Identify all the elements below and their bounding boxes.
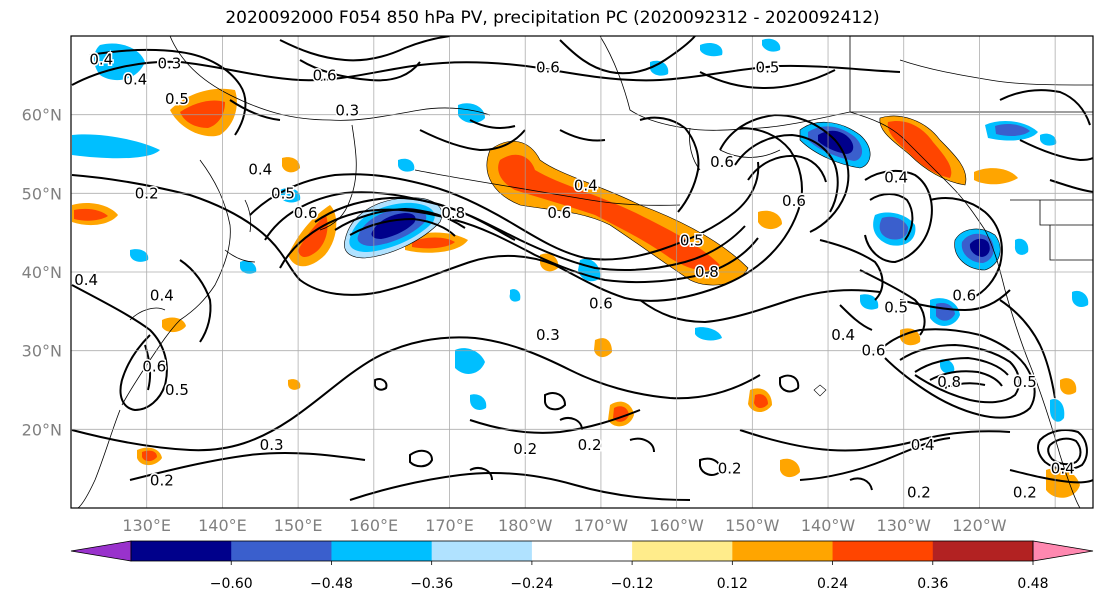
colorbar-segment — [632, 541, 733, 561]
colorbar-tick-label: −0.60 — [210, 576, 253, 592]
map-frame — [70, 35, 1094, 509]
contour-label: 0.6 — [862, 342, 886, 360]
pv-contours — [71, 36, 1093, 501]
colorbar-tick-label: −0.48 — [310, 576, 353, 592]
contour-label: 0.6 — [782, 192, 806, 210]
lat-label: 50°N — [22, 184, 62, 203]
contour-label: 0.6 — [142, 357, 166, 375]
contour-label: 0.5 — [1013, 373, 1037, 391]
contour-label: 0.4 — [1051, 460, 1075, 478]
contour-label: 0.3 — [335, 102, 359, 120]
contour-label: 0.8 — [937, 373, 961, 391]
lat-label: 40°N — [22, 263, 62, 282]
contour-label: 0.6 — [589, 294, 613, 312]
lon-label: 120°W — [952, 516, 1007, 535]
lon-label: 130°W — [877, 516, 932, 535]
colorbar-segment — [732, 541, 834, 561]
colorbar-segment — [331, 541, 433, 561]
lon-label: 170°W — [574, 516, 629, 535]
contour-labels: 0.4 0.4 0.3 0.5 0.6 0.3 0.6 0.5 0.4 0.5 0.6 0.2 0.8 0… — [73, 49, 1076, 503]
contour-label: 0.6 — [313, 66, 337, 84]
contour-label: 0.5 — [680, 232, 704, 250]
colorbar-max-extension — [1032, 540, 1094, 562]
colorbar-tick-label: −0.24 — [510, 576, 553, 592]
contour-label: 0.6 — [536, 58, 560, 76]
contour-label: 0.5 — [165, 90, 189, 108]
lat-label: 20°N — [22, 420, 62, 439]
contour-label: 0.2 — [907, 483, 931, 501]
contour-label: 0.4 — [150, 287, 174, 305]
contour-label: 0.2 — [718, 460, 742, 478]
contour-label: 0.6 — [710, 153, 734, 171]
colorbar-segment — [832, 541, 934, 561]
contour-label: 0.5 — [271, 184, 295, 202]
colorbar-tick-labels: −0.60 −0.48 −0.36 −0.24 −0.12 0.12 0.24 0.36 0.4… — [210, 561, 1049, 592]
lon-label: 150°E — [274, 516, 323, 535]
lon-label: 180°W — [498, 516, 553, 535]
lon-label: 150°W — [725, 516, 780, 535]
contour-label: 0.8 — [441, 204, 465, 222]
contour-label: 0.5 — [165, 381, 189, 399]
contour-label: 0.2 — [135, 184, 159, 202]
contour-label: 0.4 — [911, 436, 935, 454]
colorbar-segment — [431, 541, 533, 561]
contour-label: 0.4 — [831, 326, 855, 344]
lon-label: 140°W — [801, 516, 856, 535]
contour-label: 0.8 — [695, 263, 719, 281]
lon-label: 160°E — [349, 516, 398, 535]
lat-label: 30°N — [22, 342, 62, 361]
colorbar-segment — [932, 541, 1034, 561]
colorbar-tick-label: 0.12 — [717, 576, 748, 592]
contour-label: 0.5 — [756, 58, 780, 76]
lon-label: 170°E — [425, 516, 474, 535]
contour-label: 0.4 — [248, 161, 272, 179]
contour-label: 0.6 — [952, 287, 976, 305]
contour-label: 0.5 — [884, 298, 908, 316]
contour-label: 0.6 — [294, 204, 318, 222]
colorbar-segment — [231, 541, 332, 561]
contour-label: 0.6 — [547, 204, 571, 222]
contour-label: 0.4 — [123, 70, 147, 88]
coastlines — [77, 36, 1093, 508]
longitude-labels: 130°E 140°E 150°E 160°E 170°E 180°W 170°W 160°W… — [122, 516, 1006, 535]
map-title: 2020092000 F054 850 hPa PV, precipitatio… — [225, 8, 880, 28]
contour-label: 0.2 — [1013, 483, 1037, 501]
colorbar-tick-label: 0.24 — [817, 576, 848, 592]
colorbar-min-extension — [70, 540, 132, 562]
contour-label: 0.4 — [74, 271, 98, 289]
contour-label: 0.2 — [150, 471, 174, 489]
lon-label: 140°E — [198, 516, 247, 535]
colorbar-segment — [531, 541, 633, 561]
colorbar — [70, 540, 1094, 562]
colorbar-tick-label: −0.12 — [611, 576, 654, 592]
precip-outlines — [344, 115, 1001, 397]
latitude-labels: 60°N 50°N 40°N 30°N 20°N — [22, 106, 62, 440]
contour-label: 0.3 — [260, 436, 284, 454]
contour-label: 0.2 — [578, 436, 602, 454]
map-plot-area: 0.4 0.4 0.3 0.5 0.6 0.3 0.6 0.5 0.4 0.5 0.6 0.2 0.8 0… — [71, 36, 1093, 508]
contour-label: 0.4 — [574, 176, 598, 194]
lon-label: 130°E — [122, 516, 171, 535]
lat-label: 60°N — [22, 106, 62, 125]
contour-label: 0.3 — [157, 55, 181, 73]
lon-label: 160°W — [649, 516, 704, 535]
contour-label: 0.3 — [536, 326, 560, 344]
contour-label: 0.4 — [884, 169, 908, 187]
precip-positive-shading — [72, 88, 1080, 498]
contour-label: 0.4 — [89, 51, 113, 69]
colorbar-segment — [131, 541, 232, 561]
map-gridlines — [71, 36, 1093, 508]
colorbar-frame — [130, 540, 1034, 562]
colorbar-tick-label: 0.36 — [917, 576, 948, 592]
contour-label: 0.2 — [513, 440, 537, 458]
colorbar-tick-label: 0.48 — [1017, 576, 1048, 592]
colorbar-tick-label: −0.36 — [410, 576, 453, 592]
